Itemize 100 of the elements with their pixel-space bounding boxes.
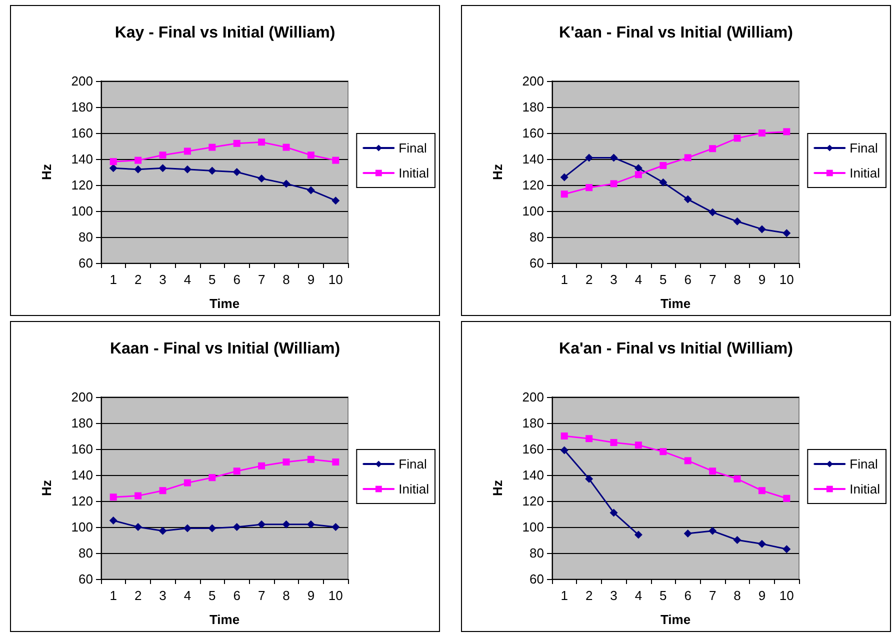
x-tick-label: 4 <box>184 272 192 287</box>
x-tick-label: 1 <box>560 272 568 287</box>
y-tick-label: 160 <box>522 442 544 456</box>
x-tick-label: 3 <box>610 588 618 603</box>
point <box>134 165 142 174</box>
y-tick-label: 140 <box>522 152 544 166</box>
y-tick-label: 120 <box>522 178 544 192</box>
x-tick-label: 4 <box>634 588 642 603</box>
point <box>758 225 766 234</box>
y-tick-label: 140 <box>522 468 544 482</box>
point <box>158 526 167 535</box>
legend-label: Initial <box>850 482 880 496</box>
point <box>332 156 340 164</box>
x-tick-label: 9 <box>758 272 766 287</box>
point <box>586 184 593 192</box>
y-tick-label: 140 <box>71 468 93 482</box>
point <box>634 442 642 449</box>
y-tick-label: 100 <box>522 520 544 534</box>
y-tick-label: 80 <box>530 230 544 244</box>
legend-label: Final <box>850 456 878 472</box>
point <box>758 487 766 494</box>
point <box>660 162 667 169</box>
x-tick-label: 3 <box>610 272 618 287</box>
x-tick-label: 5 <box>208 272 216 287</box>
x-tick-label: 1 <box>110 588 117 603</box>
x-tick-label: 2 <box>585 272 593 287</box>
point <box>158 164 167 172</box>
point <box>233 468 240 475</box>
point <box>783 494 790 502</box>
y-tick-label: 60 <box>78 572 93 586</box>
point <box>208 524 216 532</box>
y-tick-label: 200 <box>522 74 544 88</box>
point <box>610 154 618 162</box>
x-tick-label: 9 <box>307 272 315 287</box>
x-tick-label: 2 <box>134 588 142 603</box>
point <box>585 474 594 483</box>
point <box>708 526 717 535</box>
point <box>332 523 340 531</box>
point <box>560 190 568 198</box>
point <box>258 174 266 182</box>
point <box>659 178 668 186</box>
y-tick-label: 60 <box>78 256 93 270</box>
point <box>332 458 340 466</box>
point <box>733 536 742 544</box>
point <box>684 195 692 204</box>
legend-label: Final <box>398 456 427 472</box>
point <box>684 530 692 538</box>
point <box>109 164 118 172</box>
y-axis-title: Hz <box>490 480 505 496</box>
point <box>258 138 266 146</box>
point <box>307 456 314 463</box>
point <box>208 474 216 482</box>
y-tick-label: 60 <box>530 256 544 270</box>
y-tick-label: 80 <box>78 546 93 560</box>
x-tick-label: 4 <box>184 588 192 603</box>
point <box>134 492 142 500</box>
point <box>684 457 692 464</box>
x-tick-label: 2 <box>134 272 142 287</box>
point <box>110 158 117 166</box>
point <box>232 523 241 531</box>
x-tick-label: 8 <box>734 272 741 287</box>
x-tick-label: 6 <box>233 588 240 603</box>
y-tick-label: 100 <box>71 520 93 534</box>
x-tick-label: 3 <box>159 272 166 287</box>
y-tick-label: 160 <box>71 126 93 140</box>
point <box>282 180 290 188</box>
y-tick-label: 80 <box>78 230 93 244</box>
x-tick-label: 10 <box>328 588 343 603</box>
chart-title: Ka'an - Final vs Initial (William) <box>559 340 793 358</box>
x-tick-label: 6 <box>233 272 240 287</box>
point <box>109 516 118 524</box>
point <box>734 134 741 142</box>
point <box>110 494 117 501</box>
x-tick-label: 10 <box>779 272 794 287</box>
x-tick-label: 7 <box>708 588 716 603</box>
y-tick-label: 80 <box>530 546 544 560</box>
point <box>708 208 717 216</box>
x-tick-label: 10 <box>328 272 343 287</box>
point <box>560 173 568 182</box>
y-tick-label: 160 <box>71 442 93 456</box>
point <box>709 468 716 475</box>
point <box>134 523 142 531</box>
x-axis-title: Time <box>209 612 240 627</box>
legend-label: Initial <box>398 482 430 496</box>
y-tick-label: 120 <box>71 494 93 508</box>
point <box>208 166 216 175</box>
point <box>233 140 240 147</box>
point <box>159 152 166 159</box>
point <box>282 144 290 151</box>
point <box>332 196 340 205</box>
x-tick-label: 4 <box>634 272 642 287</box>
y-tick-label: 140 <box>71 152 93 166</box>
point <box>758 130 766 136</box>
x-tick-label: 9 <box>307 588 315 603</box>
x-tick-label: 5 <box>660 588 667 603</box>
point <box>709 145 716 152</box>
x-tick-label: 7 <box>258 272 266 287</box>
y-tick-label: 60 <box>530 572 544 586</box>
point <box>758 540 766 548</box>
y-axis-title: Hz <box>39 480 54 496</box>
